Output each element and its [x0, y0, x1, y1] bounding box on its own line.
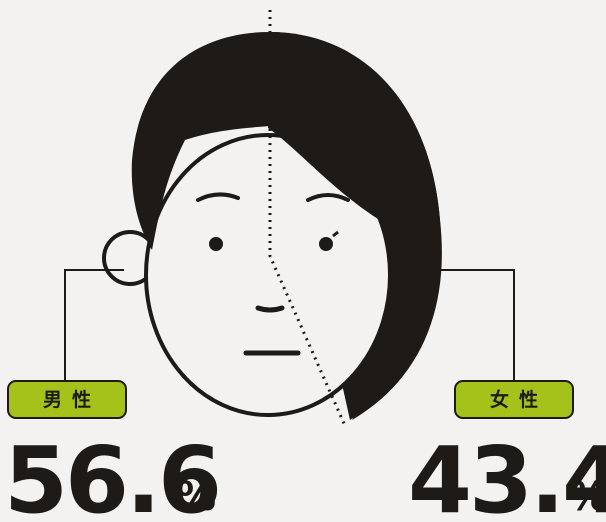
female-unit: % [568, 474, 606, 520]
infographic: 男性 女性 56.6 % 43.4 % [0, 0, 606, 522]
female-label: 女性 [490, 388, 548, 411]
male-label: 男性 [43, 388, 101, 411]
male-unit: % [176, 474, 216, 520]
nose [258, 308, 282, 310]
page: {"male": {"label": "男性", "value": 56.6, … [0, 0, 606, 522]
right-eye [319, 237, 333, 251]
body: 男性 女性 56.6 % 43.4 % (() => { const data … [0, 0, 606, 522]
left-eye [209, 237, 223, 251]
